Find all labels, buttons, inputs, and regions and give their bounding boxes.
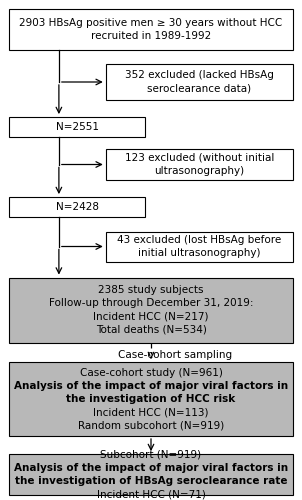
Bar	[106, 150, 293, 180]
Text: N=2551: N=2551	[56, 122, 98, 132]
Text: initial ultrasonography): initial ultrasonography)	[138, 248, 261, 258]
Text: 2903 HBsAg positive men ≥ 30 years without HCC: 2903 HBsAg positive men ≥ 30 years witho…	[19, 18, 283, 28]
Text: Incident HCC (N=71): Incident HCC (N=71)	[97, 490, 205, 500]
Text: Incident HCC (N=113): Incident HCC (N=113)	[93, 407, 209, 417]
Bar	[9, 9, 293, 50]
Text: Case-cohort study (N=961): Case-cohort study (N=961)	[79, 368, 223, 378]
Text: Random subcohort (N=919): Random subcohort (N=919)	[78, 420, 224, 430]
Text: recruited in 1989-1992: recruited in 1989-1992	[91, 31, 211, 41]
Bar	[9, 278, 293, 342]
Bar	[9, 117, 145, 137]
Text: the investigation of HBsAg seroclearance rate: the investigation of HBsAg seroclearance…	[15, 476, 287, 486]
Text: 123 excluded (without initial: 123 excluded (without initial	[125, 153, 274, 163]
Bar	[9, 362, 293, 436]
Bar	[106, 64, 293, 100]
Text: 43 excluded (lost HBsAg before: 43 excluded (lost HBsAg before	[117, 235, 281, 245]
Bar	[106, 232, 293, 262]
Text: Subcohort (N=919): Subcohort (N=919)	[101, 450, 201, 460]
Text: 352 excluded (lacked HBsAg: 352 excluded (lacked HBsAg	[125, 70, 274, 81]
Text: Case-cohort sampling: Case-cohort sampling	[118, 350, 232, 360]
Bar	[9, 454, 293, 495]
Text: Incident HCC (N=217): Incident HCC (N=217)	[93, 312, 209, 322]
Text: the investigation of HCC risk: the investigation of HCC risk	[66, 394, 236, 404]
Text: Follow-up through December 31, 2019:: Follow-up through December 31, 2019:	[49, 298, 253, 308]
Text: Analysis of the impact of major viral factors in: Analysis of the impact of major viral fa…	[14, 463, 288, 473]
Text: 2385 study subjects: 2385 study subjects	[98, 285, 204, 295]
Text: ultrasonography): ultrasonography)	[154, 166, 244, 176]
Text: Total deaths (N=534): Total deaths (N=534)	[95, 325, 207, 335]
Bar	[9, 197, 145, 217]
Text: Analysis of the impact of major viral factors in: Analysis of the impact of major viral fa…	[14, 381, 288, 391]
Text: seroclearance data): seroclearance data)	[147, 84, 251, 94]
Text: N=2428: N=2428	[56, 202, 98, 212]
